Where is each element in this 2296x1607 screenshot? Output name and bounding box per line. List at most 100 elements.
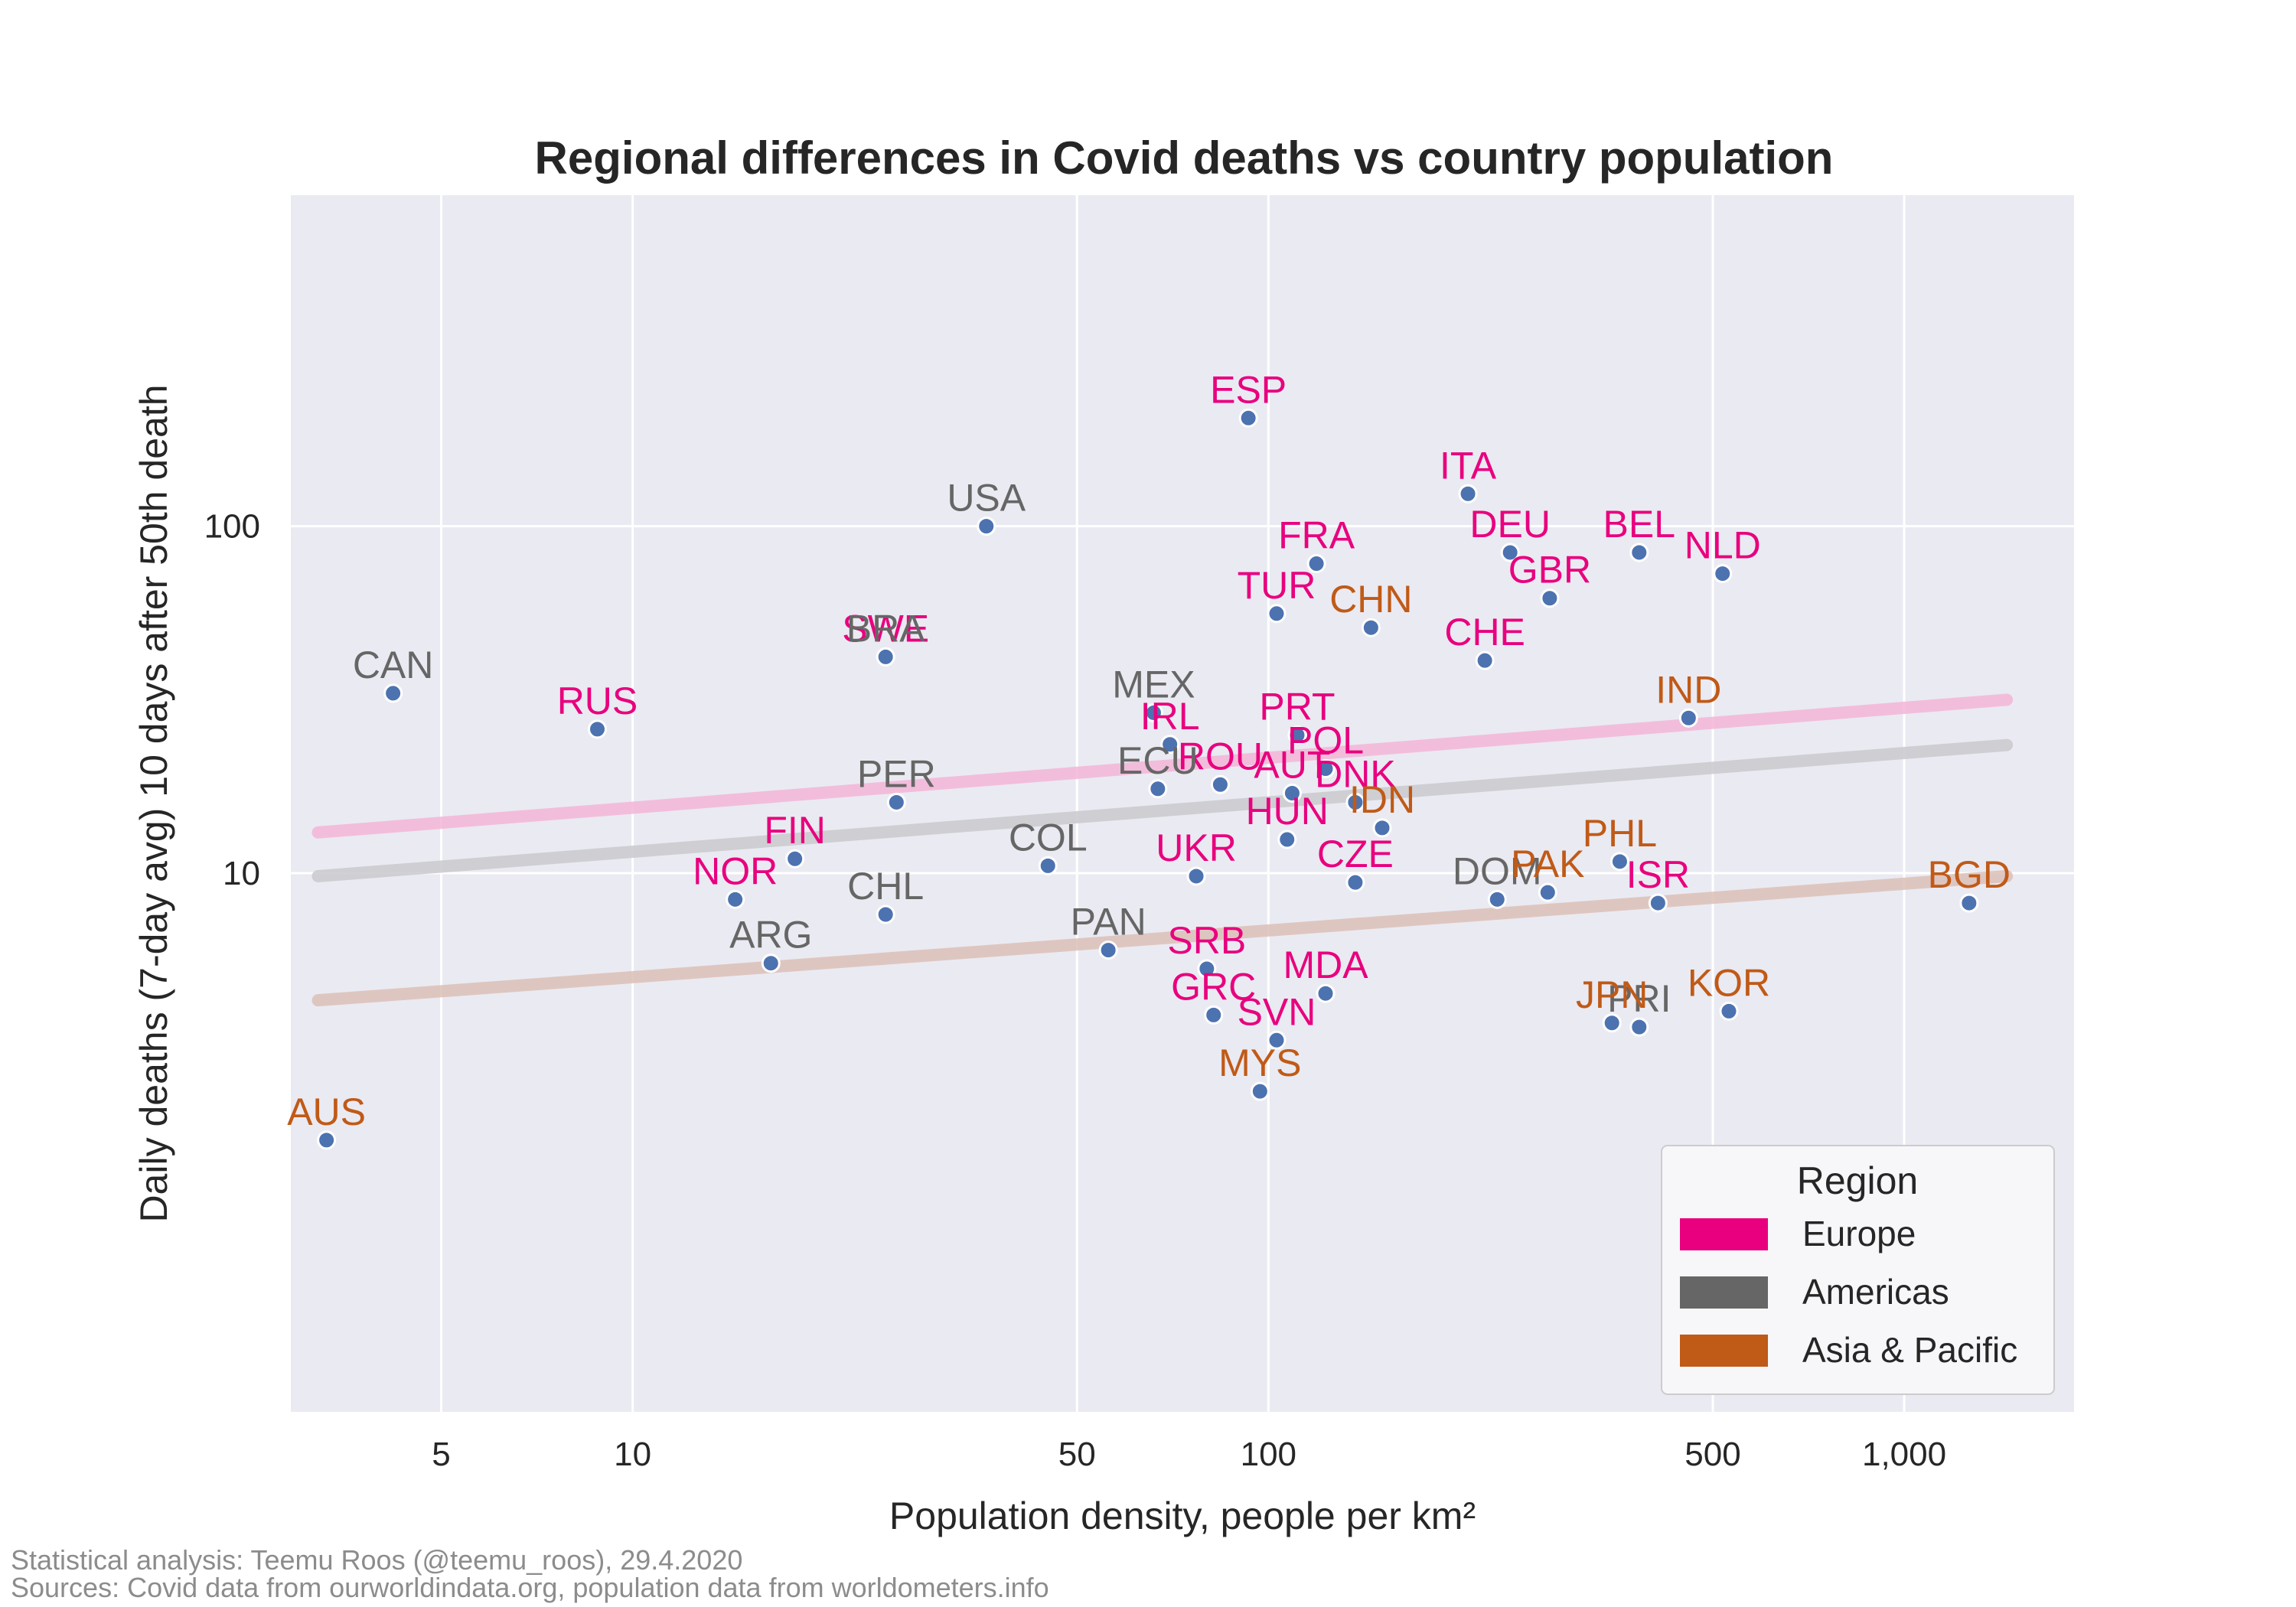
data-points [317,408,1979,1150]
data-point [886,792,906,812]
data-point [785,849,805,869]
data-point [1267,604,1287,624]
data-point [1143,702,1163,722]
data-point [977,517,996,536]
point-label: FRA [1278,514,1355,557]
data-point [1602,1013,1622,1033]
x-tick-label: 500 [1684,1436,1740,1473]
data-point [1277,830,1297,849]
point-label: PHL [1583,812,1657,855]
legend-entries: Europe Americas Asia & Pacific [1680,1214,2017,1370]
point-label: TUR [1238,564,1316,607]
x-tick-label: 100 [1241,1436,1296,1473]
point-label: ISR [1626,853,1690,896]
point-label: PER [857,752,936,795]
trend-line [311,738,2014,882]
point-label: MEX [1112,663,1195,706]
point-label: GBR [1508,549,1591,592]
point-label: USA [947,477,1026,520]
data-point [1210,774,1230,794]
footer-sources: Sources: Covid data from ourworldindata.… [11,1572,1049,1603]
point-label: CHN [1329,578,1412,621]
legend-box [1661,1145,2055,1395]
x-axis-ticks: 5 10 50 100 500 1,000 [432,1436,1946,1473]
legend-label: Europe [1802,1214,1916,1253]
trend-line [311,869,2014,1007]
point-label: PAN [1071,901,1146,944]
point-label: BEL [1603,503,1676,546]
data-point [1148,779,1168,799]
legend-title: Region [1797,1159,1918,1202]
point-label: GRC [1171,965,1256,1008]
data-point [1678,708,1698,728]
point-label: CHE [1444,611,1525,654]
footer-credit: Statistical analysis: Teemu Roos (@teemu… [11,1544,743,1576]
trend-line [311,693,2014,839]
data-point [1250,1081,1270,1101]
point-label: PAK [1511,843,1584,885]
data-point [1316,759,1336,779]
point-label: DOM [1453,849,1542,892]
point-label: ARG [729,914,812,957]
x-tick-label: 50 [1058,1436,1096,1473]
point-label: ITA [1440,444,1497,487]
point-label: UKR [1156,826,1237,869]
point-label: AUT [1254,744,1330,787]
point-label: ESP [1210,368,1287,411]
data-point [1238,408,1258,428]
data-point [317,1130,337,1150]
point-label: HUN [1246,790,1329,833]
point-label: NOR [693,849,778,892]
data-point [1629,1017,1649,1037]
chart-title: Regional differences in Covid deaths vs … [535,132,1834,184]
data-point [1345,872,1365,892]
data-point [1629,543,1649,562]
data-point [1609,852,1629,872]
data-point [383,683,403,703]
point-label: IND [1655,668,1721,711]
legend: Region Europe Americas Asia & Pacific [1661,1145,2055,1395]
data-point [1959,893,1979,913]
x-tick-label: 1,000 [1862,1436,1946,1473]
data-point [1458,484,1478,504]
point-label: DEU [1469,503,1551,546]
point-label: BRA [846,607,925,650]
trend-lines [311,693,2014,1007]
point-label: ROU [1178,735,1263,777]
data-point [1361,618,1381,637]
point-label: SRB [1167,919,1246,962]
data-point [1713,564,1733,584]
data-point [1186,866,1206,886]
data-point [1282,784,1302,804]
point-label: FIN [764,809,826,852]
data-point [1648,893,1668,913]
data-point [1316,983,1336,1003]
point-label: AUS [287,1090,366,1133]
data-point [1204,1005,1224,1025]
point-label: CZE [1317,833,1394,875]
point-label: IDN [1349,778,1415,821]
point-label: KOR [1688,961,1770,1004]
data-point [1475,650,1495,670]
point-label: MDA [1283,944,1368,986]
point-label: POL [1287,719,1364,762]
y-tick-label: 10 [223,855,260,892]
x-tick-label: 10 [614,1436,651,1473]
data-point [1345,792,1365,812]
data-point [1038,856,1058,875]
data-point [1500,543,1520,562]
x-tick-label: 5 [432,1436,450,1473]
point-label: SVN [1238,990,1316,1033]
data-point [876,905,895,924]
data-point [1487,889,1507,909]
point-label: PRT [1259,686,1335,729]
y-axis-label: Daily deaths (7-day avg) 10 days after 5… [132,384,175,1222]
data-point [1197,959,1217,979]
data-point [1267,1030,1287,1050]
x-axis-label: Population density, people per km² [889,1495,1476,1537]
point-labels: ESP ITA DEU BEL NLD FRA GBR TUR SWE CHE RUS PRT IRL P… [287,368,2011,1133]
point-label: ECU [1117,739,1199,782]
legend-label: Americas [1802,1272,1949,1312]
legend-swatch [1680,1276,1768,1309]
data-point [876,647,895,667]
